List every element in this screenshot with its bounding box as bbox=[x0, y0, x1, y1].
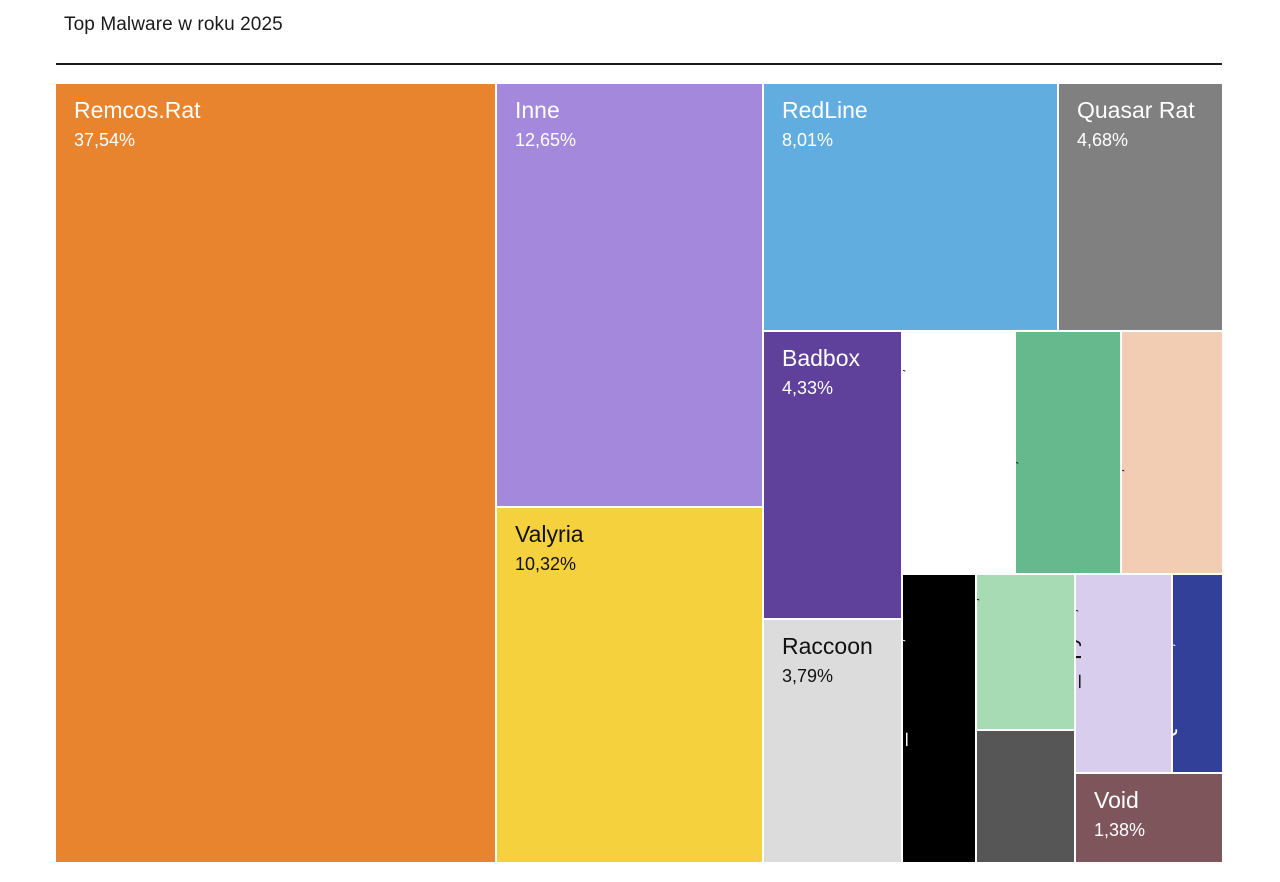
treemap-tile[interactable]: Void 1,38% bbox=[1076, 774, 1222, 862]
tile-label: Badbox bbox=[782, 345, 861, 371]
treemap-tile[interactable]: SMSPVA1,71% bbox=[977, 731, 1074, 862]
tile-value: 1,38% bbox=[1094, 820, 1146, 840]
tile-label: RedLine bbox=[782, 97, 868, 123]
tile-value: 4,33% bbox=[782, 378, 834, 398]
tile-label: Joker_Spy bbox=[1076, 635, 1081, 744]
tile-value: 1,46% bbox=[1076, 575, 1080, 624]
tile-value: 37,54% bbox=[74, 130, 136, 150]
title-divider bbox=[56, 63, 1222, 65]
treemap-tile[interactable]: Raccoon 3,79% bbox=[764, 620, 901, 862]
treemap-chart: Remcos.Rat 37,54% Inne 12,65% Valyria 10,32% R… bbox=[56, 84, 1222, 862]
treemap-tile[interactable]: Inne 12,65% bbox=[497, 84, 762, 506]
treemap-tile[interactable]: RedLine 8,01% bbox=[764, 84, 1057, 330]
tile-label: Mirai bbox=[1122, 495, 1127, 545]
tile-label: Inne bbox=[515, 97, 560, 123]
treemap-tile[interactable]: HookBot_mobile 2,41% bbox=[903, 575, 975, 862]
treemap-tile[interactable]: Valyria 10,32% bbox=[497, 508, 762, 862]
tile-value: 1,88% bbox=[977, 575, 981, 613]
treemap-tile[interactable]: Joker_Spy 1,46% bbox=[1076, 575, 1171, 772]
tile-label: Moobot bbox=[977, 624, 982, 701]
treemap-tile[interactable]: Mirai 2,56% bbox=[1122, 332, 1222, 573]
treemap-tile[interactable]: Badbox 4,33% bbox=[764, 332, 901, 618]
tile-label: Valyria bbox=[515, 521, 584, 547]
treemap-tile[interactable]: LummaStealer 2,95% bbox=[903, 332, 1014, 573]
treemap-tile[interactable]: Quasar Rat 4,68% bbox=[1059, 84, 1222, 330]
tile-value: 2,56% bbox=[1122, 432, 1126, 484]
tile-label: SMSPVA bbox=[977, 739, 982, 834]
tile-value: 2,95% bbox=[1016, 424, 1020, 476]
tile-value: 1,40% bbox=[1173, 606, 1177, 658]
tile-label: Void bbox=[1094, 787, 1139, 813]
tile-value: 2,95% bbox=[903, 332, 907, 384]
tile-label: Silver bbox=[1016, 487, 1021, 545]
tile-label: Qakbot bbox=[1173, 669, 1178, 744]
tile-value: 8,01% bbox=[782, 130, 834, 150]
treemap-tile[interactable]: Qakbot 1,40% bbox=[1173, 575, 1222, 772]
tile-label: LummaStealer bbox=[903, 395, 908, 545]
tile-label: Remcos.Rat bbox=[74, 97, 201, 123]
treemap-tile[interactable]: Remcos.Rat 37,54% bbox=[56, 84, 495, 862]
tile-label: Raccoon bbox=[782, 633, 873, 659]
tile-value: 12,65% bbox=[515, 130, 577, 150]
treemap-tile[interactable]: Silver 2,95% bbox=[1016, 332, 1120, 573]
tile-value: 2,41% bbox=[903, 602, 907, 654]
tile-label: Quasar Rat bbox=[1077, 97, 1195, 123]
page-title: Top Malware w roku 2025 bbox=[64, 14, 283, 35]
tile-value: 10,32% bbox=[515, 554, 577, 574]
tile-value: 4,68% bbox=[1077, 130, 1129, 150]
treemap-tile[interactable]: Moobot 1,88% bbox=[977, 575, 1074, 729]
tile-value: 3,79% bbox=[782, 666, 834, 686]
tile-label: HookBot_mobile bbox=[903, 665, 908, 834]
